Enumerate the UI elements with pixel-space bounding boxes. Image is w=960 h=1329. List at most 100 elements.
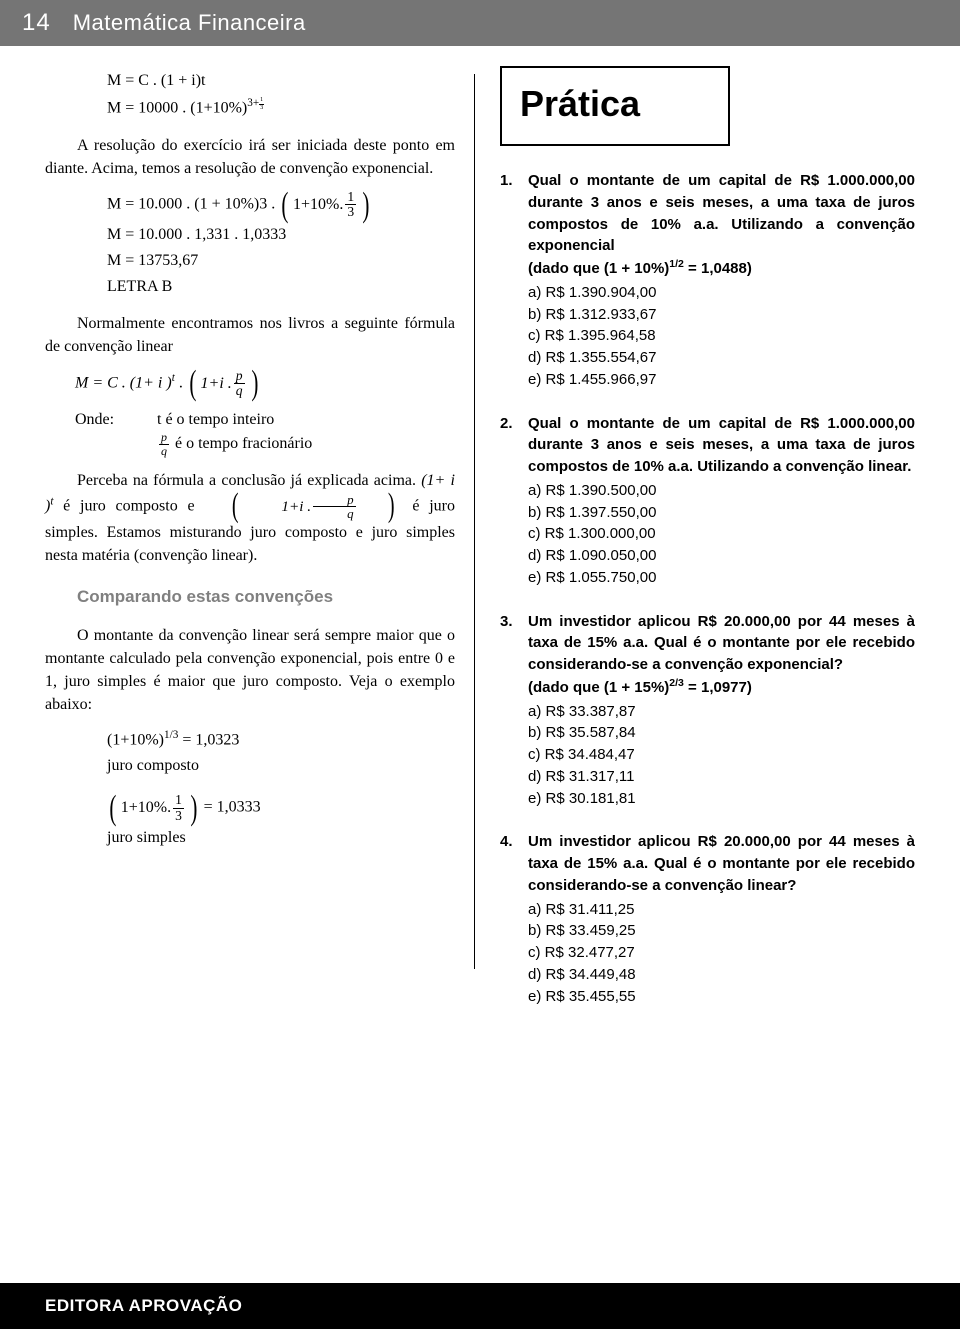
denominator: 3 xyxy=(259,105,264,111)
paren-group: 1+10%.13 xyxy=(279,190,372,220)
text: = 1,0323 xyxy=(178,731,239,748)
text: M = C . xyxy=(75,374,126,391)
equation: 1+10%.13 = 1,0333 xyxy=(107,793,455,823)
paragraph: O montante da convenção linear será semp… xyxy=(45,624,455,717)
question-text: Qual o montante de um capital de R$ 1.00… xyxy=(528,170,915,257)
option: a) R$ 33.387,87 xyxy=(528,701,915,723)
label: Onde: xyxy=(75,408,157,431)
question-text: Qual o montante de um capital de R$ 1.00… xyxy=(528,413,915,478)
exponent: 3+13 xyxy=(247,97,264,109)
option: d) R$ 34.449,48 xyxy=(528,964,915,986)
numerator: 1 xyxy=(345,190,356,205)
question: 2.Qual o montante de um capital de R$ 1.… xyxy=(500,413,915,589)
question: 1.Qual o montante de um capital de R$ 1.… xyxy=(500,170,915,391)
option: d) R$ 1.355.554,67 xyxy=(528,347,915,369)
option: b) R$ 33.459,25 xyxy=(528,920,915,942)
equation: (1+10%)1/3 = 1,0323 xyxy=(107,727,455,752)
chapter-title: Matemática Financeira xyxy=(73,10,306,36)
question-hint: (dado que (1 + 15%)2/3 = 1,0977) xyxy=(528,676,915,699)
paragraph: Perceba na fórmula a conclusão já explic… xyxy=(45,469,455,567)
question-number: 3. xyxy=(500,611,528,810)
numerator: p xyxy=(234,369,245,384)
text: 1+i . xyxy=(249,496,311,518)
denominator: q xyxy=(159,445,169,458)
answer-letter: LETRA B xyxy=(107,275,455,298)
option: d) R$ 1.090.050,00 xyxy=(528,545,915,567)
fraction: pq xyxy=(159,431,169,457)
question-list: 1.Qual o montante de um capital de R$ 1.… xyxy=(500,170,915,1007)
question-body: Qual o montante de um capital de R$ 1.00… xyxy=(528,413,915,589)
text: 1+10%. xyxy=(293,193,343,216)
left-column: M = C . (1 + i)t M = 10000 . (1+10%)3+13… xyxy=(45,66,475,1029)
publisher: EDITORA APROVAÇÃO xyxy=(45,1296,242,1316)
denominator: q xyxy=(313,507,355,521)
option: e) R$ 1.455.966,97 xyxy=(528,369,915,391)
option-list: a) R$ 1.390.500,00b) R$ 1.397.550,00c) R… xyxy=(528,480,915,589)
practice-title: Prática xyxy=(520,78,710,130)
question-body: Um investidor aplicou R$ 20.000,00 por 4… xyxy=(528,831,915,1007)
numerator: p xyxy=(159,431,169,445)
footer: EDITORA APROVAÇÃO xyxy=(0,1283,960,1329)
text: M = 10000 . xyxy=(107,100,190,117)
paren-group: 1+10%.13 xyxy=(107,793,200,823)
sub-heading: Comparando estas convenções xyxy=(77,585,455,610)
exponent: t xyxy=(172,372,175,384)
question-text: Um investidor aplicou R$ 20.000,00 por 4… xyxy=(528,611,915,676)
paragraph: Normalmente encontramos nos livros a seg… xyxy=(45,312,455,358)
exponent: 1/3 xyxy=(164,729,178,741)
option: a) R$ 1.390.500,00 xyxy=(528,480,915,502)
page-header: 14 Matemática Financeira xyxy=(0,0,960,46)
equation: M = 13753,67 xyxy=(107,249,455,272)
question: 3.Um investidor aplicou R$ 20.000,00 por… xyxy=(500,611,915,810)
text: 1+i . xyxy=(201,372,232,395)
equation: M = 10.000 . (1 + 10%)3 . 1+10%.13 xyxy=(107,190,455,220)
fraction: 13 xyxy=(173,793,184,823)
option-list: a) R$ 1.390.904,00b) R$ 1.312.933,67c) R… xyxy=(528,282,915,391)
text: = 1,0333 xyxy=(200,799,261,816)
formula: M = C . (1+ i )t . 1+i . pq xyxy=(45,369,455,399)
text: Perceba na fórmula a conclusão já explic… xyxy=(77,472,421,489)
numerator: p xyxy=(313,493,355,508)
equation: M = C . (1 + i)t xyxy=(107,69,455,92)
definition-block: Onde: t é o tempo inteiro pq é o tempo f… xyxy=(45,408,455,457)
question-body: Qual o montante de um capital de R$ 1.00… xyxy=(528,170,915,391)
option-list: a) R$ 31.411,25b) R$ 33.459,25c) R$ 32.4… xyxy=(528,899,915,1008)
question-number: 1. xyxy=(500,170,528,391)
definition: pq é o tempo fracionário xyxy=(157,431,312,457)
right-column: Prática 1.Qual o montante de um capital … xyxy=(475,66,915,1029)
question-hint: (dado que (1 + 10%)1/2 = 1,0488) xyxy=(528,257,915,280)
option: c) R$ 1.395.964,58 xyxy=(528,325,915,347)
paren-group: 1+i . pq xyxy=(187,369,260,399)
question-text: Um investidor aplicou R$ 20.000,00 por 4… xyxy=(528,831,915,896)
fraction: 13 xyxy=(259,97,264,110)
question-number: 4. xyxy=(500,831,528,1007)
text: 3+ xyxy=(247,97,259,109)
option: e) R$ 1.055.750,00 xyxy=(528,567,915,589)
text: 1+10%. xyxy=(121,796,171,819)
text: (1+10%) xyxy=(107,731,164,748)
question-body: Um investidor aplicou R$ 20.000,00 por 4… xyxy=(528,611,915,810)
spacer xyxy=(75,431,157,457)
denominator: q xyxy=(234,384,245,398)
option: b) R$ 35.587,84 xyxy=(528,722,915,744)
fraction: pq xyxy=(313,493,355,521)
page-number: 14 xyxy=(0,9,73,37)
option: c) R$ 1.300.000,00 xyxy=(528,523,915,545)
definition: t é o tempo inteiro xyxy=(157,408,274,431)
numerator: 1 xyxy=(173,793,184,808)
option: b) R$ 1.397.550,00 xyxy=(528,502,915,524)
paragraph: A resolução do exercício irá ser iniciad… xyxy=(45,134,455,180)
question-number: 2. xyxy=(500,413,528,589)
option: a) R$ 31.411,25 xyxy=(528,899,915,921)
text: (1+ i ) xyxy=(130,374,172,391)
option: e) R$ 30.181,81 xyxy=(528,788,915,810)
equation: M = 10.000 . 1,331 . 1,0333 xyxy=(107,223,455,246)
fraction: 13 xyxy=(345,190,356,220)
content-area: M = C . (1 + i)t M = 10000 . (1+10%)3+13… xyxy=(0,46,960,1029)
option: c) R$ 34.484,47 xyxy=(528,744,915,766)
option: d) R$ 31.317,11 xyxy=(528,766,915,788)
option: a) R$ 1.390.904,00 xyxy=(528,282,915,304)
practice-box: Prática xyxy=(500,66,730,146)
fraction: pq xyxy=(234,369,245,399)
denominator: 3 xyxy=(345,205,356,219)
